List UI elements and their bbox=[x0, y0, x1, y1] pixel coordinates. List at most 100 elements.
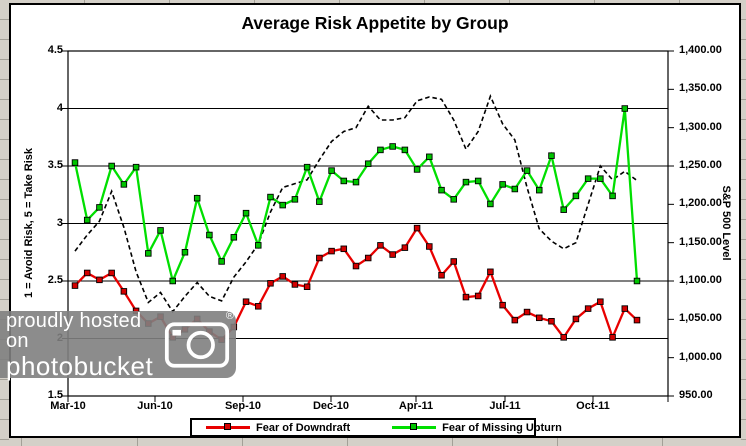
data-point-marker bbox=[328, 167, 335, 174]
data-point-marker bbox=[474, 292, 482, 300]
data-point-marker bbox=[462, 178, 470, 186]
data-point-marker bbox=[450, 196, 457, 203]
worksheet-edge-top bbox=[0, 0, 746, 3]
legend-marker-sample bbox=[224, 423, 231, 430]
left-axis-tick-label: 3.5 bbox=[47, 159, 63, 171]
data-point-marker bbox=[303, 283, 311, 290]
plot-area bbox=[62, 50, 674, 402]
x-axis-tick-label: Jun-10 bbox=[137, 400, 173, 412]
data-point-marker bbox=[621, 105, 629, 112]
data-point-marker bbox=[352, 262, 360, 270]
right-axis-tick-label: 950.00 bbox=[679, 389, 713, 401]
data-point-marker bbox=[71, 159, 79, 166]
data-point-marker bbox=[328, 247, 335, 255]
data-point-marker bbox=[316, 198, 323, 205]
right-axis-tick-label: 1,300.00 bbox=[679, 120, 722, 133]
right-axis-tick-label: 1,400.00 bbox=[679, 44, 722, 56]
data-point-marker bbox=[426, 153, 433, 161]
photobucket-camera-icon: ® bbox=[164, 310, 234, 370]
left-axis-tick-label: 4 bbox=[56, 101, 63, 114]
series-line-s-p-500-level bbox=[74, 94, 638, 314]
data-point-marker bbox=[560, 334, 567, 341]
left-axis-tick-label: 1.5 bbox=[47, 389, 63, 401]
chart-title: Average Risk Appetite by Group bbox=[241, 13, 509, 33]
legend-label: Fear of Missing Upturn bbox=[442, 421, 562, 434]
data-point-marker bbox=[108, 162, 115, 170]
data-point-marker bbox=[572, 315, 580, 323]
data-point-marker bbox=[132, 163, 140, 171]
data-point-marker bbox=[584, 175, 592, 182]
data-point-marker bbox=[83, 269, 91, 277]
data-point-marker bbox=[597, 298, 604, 305]
data-point-marker bbox=[548, 318, 555, 325]
data-point-marker bbox=[389, 143, 396, 150]
data-point-marker bbox=[145, 250, 152, 257]
data-point-marker bbox=[120, 288, 128, 295]
data-point-marker bbox=[120, 181, 128, 188]
data-point-marker bbox=[206, 231, 213, 239]
chart-legend: Fear of Downdraft Fear of Missing Upturn bbox=[190, 418, 562, 437]
data-point-marker bbox=[218, 258, 225, 265]
right-axis-tick-label: 1,350.00 bbox=[679, 82, 722, 95]
data-point-marker bbox=[401, 146, 409, 154]
data-point-marker bbox=[352, 178, 360, 186]
right-axis-tick-label: 1,000.00 bbox=[679, 350, 722, 363]
left-axis-tick-label: 2.5 bbox=[47, 274, 63, 286]
data-point-marker bbox=[96, 276, 103, 284]
data-point-marker bbox=[633, 277, 641, 285]
worksheet-edge-bottom bbox=[0, 438, 746, 446]
data-point-marker bbox=[291, 196, 299, 203]
data-point-marker bbox=[96, 204, 103, 211]
data-point-marker bbox=[536, 186, 543, 194]
data-point-marker bbox=[438, 186, 445, 194]
data-point-marker bbox=[291, 281, 299, 288]
data-point-marker bbox=[389, 251, 396, 258]
x-axis-tick-label: Jul-11 bbox=[489, 400, 521, 412]
x-axis-tick-label: Sep-10 bbox=[224, 400, 262, 412]
data-point-marker bbox=[157, 227, 164, 234]
data-point-marker bbox=[303, 163, 311, 171]
data-point-marker bbox=[621, 305, 629, 312]
data-point-marker bbox=[548, 152, 555, 159]
data-point-marker bbox=[279, 273, 286, 280]
data-point-marker bbox=[255, 303, 262, 310]
watermark-text: proudly hosted on photobucket bbox=[6, 311, 164, 379]
right-axis-tick-label: 1,050.00 bbox=[679, 312, 722, 325]
data-point-marker bbox=[83, 216, 91, 224]
legend-item-fear-of-missing-upturn: Fear of Missing Upturn bbox=[392, 422, 562, 434]
watermark-line2: photobucket bbox=[6, 350, 154, 381]
data-point-marker bbox=[242, 209, 250, 217]
data-point-marker bbox=[609, 334, 616, 341]
left-axis-tick-label: 4.5 bbox=[47, 44, 63, 56]
data-point-marker bbox=[401, 244, 409, 251]
data-point-marker bbox=[340, 177, 348, 185]
data-point-marker bbox=[426, 243, 433, 250]
data-point-marker bbox=[279, 201, 286, 209]
data-point-marker bbox=[169, 277, 176, 285]
worksheet-edge-left bbox=[0, 0, 9, 446]
data-point-marker bbox=[267, 280, 274, 287]
right-axis-title: S&P 500 Level bbox=[720, 185, 732, 261]
right-axis-tick-label: 1,100.00 bbox=[679, 274, 722, 286]
left-axis-tick-label: 3 bbox=[56, 216, 63, 229]
data-point-marker bbox=[633, 316, 641, 324]
data-point-marker bbox=[572, 192, 580, 200]
data-point-marker bbox=[560, 206, 567, 213]
legend-label: Fear of Downdraft bbox=[256, 421, 351, 434]
data-point-marker bbox=[413, 224, 421, 232]
data-point-marker bbox=[499, 181, 506, 188]
data-point-marker bbox=[597, 175, 604, 182]
data-point-marker bbox=[340, 245, 348, 253]
data-point-marker bbox=[230, 234, 238, 241]
right-axis-tick-label: 1,150.00 bbox=[679, 235, 722, 248]
data-point-marker bbox=[474, 177, 482, 185]
right-axis-tick-label: 1,200.00 bbox=[679, 197, 722, 210]
data-point-marker bbox=[462, 293, 470, 301]
data-point-marker bbox=[487, 268, 494, 276]
x-axis-tick-label: Apr-11 bbox=[398, 400, 434, 412]
registered-trademark-icon: ® bbox=[225, 309, 234, 322]
data-point-marker bbox=[377, 242, 384, 249]
x-axis-tick-label: Mar-10 bbox=[50, 400, 86, 412]
data-point-marker bbox=[487, 200, 494, 208]
